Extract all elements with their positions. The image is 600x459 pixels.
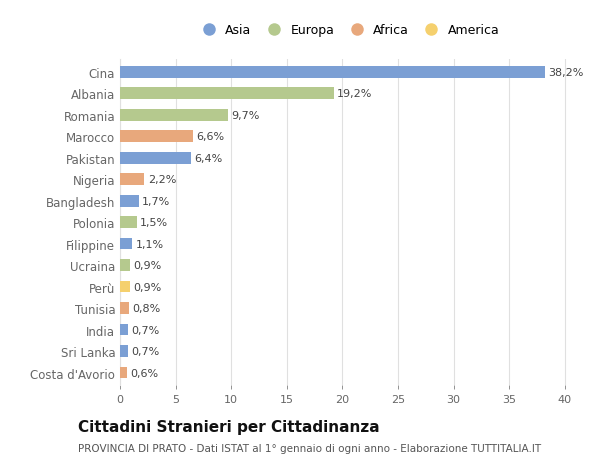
- Text: 2,2%: 2,2%: [148, 175, 176, 185]
- Text: 1,5%: 1,5%: [140, 218, 168, 228]
- Bar: [120, 302, 129, 314]
- Bar: [120, 217, 137, 229]
- Bar: [120, 152, 191, 164]
- Legend: Asia, Europa, Africa, America: Asia, Europa, Africa, America: [193, 20, 503, 41]
- Bar: [120, 367, 127, 379]
- Bar: [120, 67, 545, 78]
- Text: Cittadini Stranieri per Cittadinanza: Cittadini Stranieri per Cittadinanza: [78, 419, 380, 434]
- Bar: [120, 88, 334, 100]
- Text: 0,9%: 0,9%: [133, 261, 161, 270]
- Text: 19,2%: 19,2%: [337, 89, 372, 99]
- Bar: [120, 238, 132, 250]
- Bar: [120, 110, 228, 121]
- Bar: [120, 174, 145, 185]
- Text: 0,6%: 0,6%: [130, 368, 158, 378]
- Text: 0,7%: 0,7%: [131, 325, 160, 335]
- Text: 1,7%: 1,7%: [142, 196, 170, 206]
- Bar: [120, 260, 130, 271]
- Text: PROVINCIA DI PRATO - Dati ISTAT al 1° gennaio di ogni anno - Elaborazione TUTTIT: PROVINCIA DI PRATO - Dati ISTAT al 1° ge…: [78, 443, 541, 453]
- Text: 0,9%: 0,9%: [133, 282, 161, 292]
- Bar: [120, 345, 128, 357]
- Text: 6,6%: 6,6%: [197, 132, 225, 142]
- Text: 0,7%: 0,7%: [131, 346, 160, 356]
- Bar: [120, 195, 139, 207]
- Text: 1,1%: 1,1%: [136, 239, 164, 249]
- Bar: [120, 324, 128, 336]
- Text: 0,8%: 0,8%: [132, 303, 160, 313]
- Text: 38,2%: 38,2%: [548, 67, 584, 78]
- Bar: [120, 281, 130, 293]
- Text: 6,4%: 6,4%: [194, 153, 223, 163]
- Text: 9,7%: 9,7%: [231, 111, 260, 120]
- Bar: [120, 131, 193, 143]
